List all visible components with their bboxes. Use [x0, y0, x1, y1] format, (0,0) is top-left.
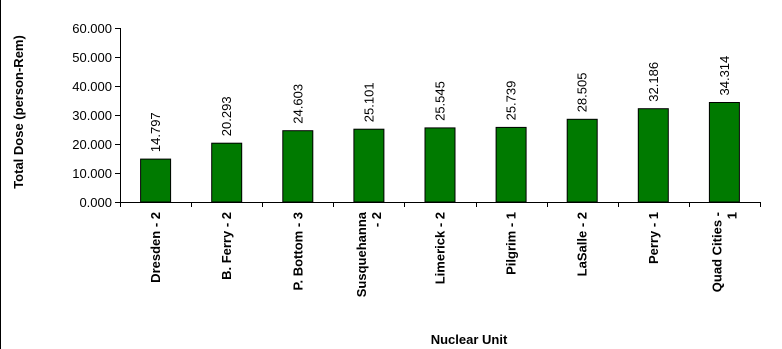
x-category-label: B. Ferry - 2	[219, 212, 234, 280]
x-category-label: Limerick - 2	[433, 212, 448, 284]
x-category-label: Dresden - 2	[148, 212, 163, 283]
x-axis-title: Nuclear Unit	[431, 332, 508, 347]
bar-value-label: 24.603	[290, 84, 305, 124]
x-category-label: Susquehanna	[354, 211, 369, 297]
bar-value-label: 25.545	[433, 81, 448, 121]
x-category-label: 1	[724, 212, 739, 219]
x-category-label: LaSalle - 2	[575, 212, 590, 276]
bar	[353, 128, 385, 203]
bar-value-label: 25.739	[504, 81, 519, 121]
data-labels-group: 14.797 20.293 24.603 25.101 25.545 25.739 28.5…	[148, 56, 732, 152]
bar	[495, 126, 527, 203]
bar-value-label: 20.293	[219, 96, 234, 136]
y-tick-label: 0.000	[79, 195, 112, 210]
y-tick-label: 10.000	[72, 166, 112, 181]
y-tick-label: 40.000	[72, 79, 112, 94]
y-tick-label: 30.000	[72, 108, 112, 123]
bar-value-label: 32.186	[646, 62, 661, 102]
bar-value-label: 28.505	[575, 73, 590, 113]
x-category-label: Pilgrim - 1	[504, 212, 519, 275]
bar-value-label: 34.314	[717, 56, 732, 96]
bar	[140, 158, 172, 203]
y-tick-label: 50.000	[72, 50, 112, 65]
bar	[637, 108, 669, 203]
bar	[708, 102, 740, 203]
bar-value-label: 25.101	[361, 82, 376, 122]
bar	[211, 142, 243, 203]
bar	[282, 130, 314, 203]
bar	[566, 118, 598, 203]
x-category-label: P. Bottom - 3	[290, 212, 305, 291]
x-tick-labels-group: Dresden - 2 B. Ferry - 2 P. Bottom - 3 Susq…	[148, 211, 739, 297]
y-tick-label: 20.000	[72, 137, 112, 152]
y-tick-label: 60.000	[72, 21, 112, 36]
x-category-label: Perry - 1	[646, 212, 661, 264]
bar-value-label: 14.797	[148, 112, 163, 152]
x-category-label: - 2	[369, 212, 384, 227]
bar	[424, 127, 456, 203]
y-axis-title: Total Dose (person-Rem)	[11, 35, 26, 189]
x-category-label: Quad Cities -	[709, 212, 724, 292]
bars-group	[140, 102, 740, 203]
